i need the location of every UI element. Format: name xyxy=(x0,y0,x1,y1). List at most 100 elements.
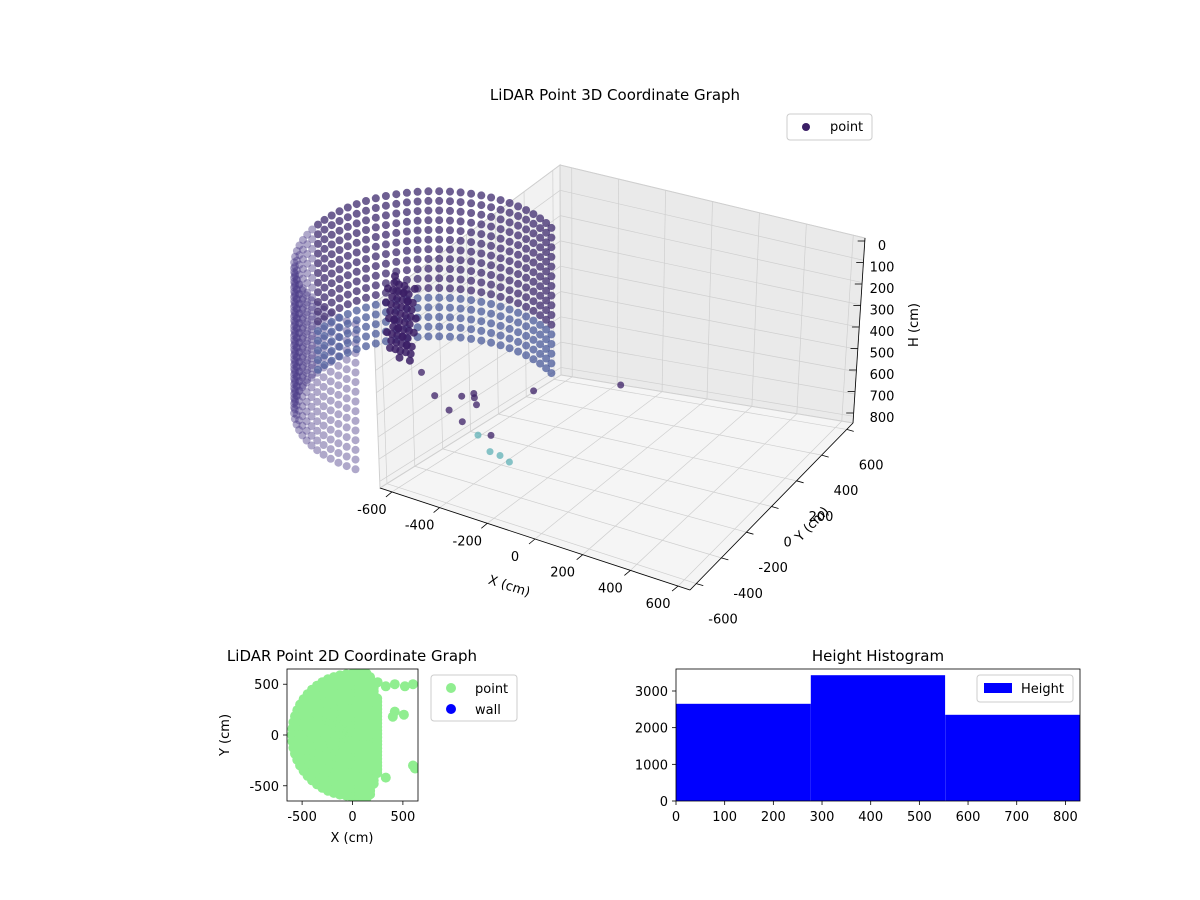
point-3d xyxy=(292,294,301,303)
point-3d xyxy=(299,332,307,341)
y-tick-label-hist: 1000 xyxy=(635,758,668,773)
point-3d xyxy=(536,320,545,329)
point-3d xyxy=(536,340,545,349)
point-3d xyxy=(298,431,307,440)
legend-3d-box xyxy=(786,113,873,141)
point-3d xyxy=(362,313,370,322)
z-axis-line xyxy=(852,237,866,424)
point-3d xyxy=(536,272,545,281)
grid-back-z xyxy=(560,316,857,373)
y-tick-label-3d: 0 xyxy=(784,536,792,551)
y-tick-label-3d: -400 xyxy=(733,587,763,602)
point-3d xyxy=(487,232,496,241)
chart-2d-title: LiDAR Point 2D Coordinate Graph xyxy=(227,647,477,665)
point-3d xyxy=(542,306,551,315)
point-3d xyxy=(392,199,401,208)
point-3d xyxy=(446,284,454,293)
point-3d xyxy=(290,364,299,373)
point-3d xyxy=(335,265,344,274)
grid-back-z xyxy=(560,189,864,261)
point-3d xyxy=(402,237,411,246)
point-3d xyxy=(456,188,465,197)
point-3d xyxy=(467,296,476,305)
point-3d xyxy=(496,283,505,292)
point-3d xyxy=(402,256,411,265)
chart-histogram: Height Histogram 0 100 200 300 400 500 600 700 8… xyxy=(635,647,1081,825)
point-3d xyxy=(292,391,301,400)
point-3d xyxy=(327,327,336,336)
point-3d xyxy=(362,245,370,254)
point-3d xyxy=(298,305,307,314)
point-3d xyxy=(290,316,299,325)
grid-back-z xyxy=(559,164,866,239)
point-3d xyxy=(290,258,299,267)
grid-left-z xyxy=(379,367,562,482)
point-3d xyxy=(335,323,344,332)
point-3d xyxy=(290,347,299,356)
y-tick-label-hist: 2000 xyxy=(635,722,668,737)
point-3d xyxy=(456,256,465,265)
point-3d xyxy=(303,317,312,326)
point-3d xyxy=(343,329,352,338)
point-3d xyxy=(536,301,545,310)
point-3d xyxy=(529,345,538,354)
point-3d xyxy=(542,335,551,344)
point-3d xyxy=(290,279,299,288)
point-3d xyxy=(320,312,329,321)
point-3d xyxy=(547,223,556,232)
point-3d xyxy=(291,397,300,406)
point-3d xyxy=(467,228,476,237)
point-3d xyxy=(514,260,523,269)
point-3d xyxy=(529,210,538,219)
point-3d xyxy=(292,392,301,401)
point-3d xyxy=(371,194,380,203)
point-3d xyxy=(307,354,316,363)
point-3d xyxy=(487,329,496,337)
point-3d xyxy=(308,361,317,369)
point-3d xyxy=(291,272,300,281)
point-3d xyxy=(413,226,422,235)
point-3d xyxy=(307,344,316,353)
point-3d xyxy=(298,392,307,401)
point-3d xyxy=(542,248,551,257)
point-3d xyxy=(547,349,556,358)
point-3d xyxy=(327,337,336,346)
point-3d xyxy=(290,283,299,292)
point-3d xyxy=(319,373,328,382)
point-3d xyxy=(308,254,317,263)
point-3d xyxy=(522,293,531,302)
point-3d xyxy=(381,192,390,200)
point-3d xyxy=(302,368,311,377)
point-3d xyxy=(295,377,304,385)
point-3d xyxy=(290,385,299,394)
y-tick-label-2d: 500 xyxy=(254,678,279,693)
point-3d xyxy=(295,260,304,269)
point-3d xyxy=(371,213,380,222)
point-3d xyxy=(290,273,299,282)
point-3d xyxy=(299,371,307,380)
point-3d xyxy=(536,214,545,223)
point-3d xyxy=(299,381,307,390)
point-3d xyxy=(505,266,514,275)
z-tick-label-3d: 800 xyxy=(870,411,895,426)
point-3d xyxy=(342,365,351,374)
x-tick-label-hist: 400 xyxy=(858,810,883,825)
point-3d xyxy=(435,284,444,292)
point-3d xyxy=(424,303,433,312)
point-3d xyxy=(335,294,344,303)
point-3d xyxy=(446,313,454,322)
point-3d xyxy=(302,436,311,445)
grid-floor-y xyxy=(470,431,772,507)
point-3d xyxy=(424,284,433,293)
point-3d xyxy=(298,295,307,304)
point-3d xyxy=(435,254,444,263)
point-3d xyxy=(314,278,322,287)
point-3d xyxy=(314,317,322,326)
point-3d xyxy=(391,345,400,354)
point-3d xyxy=(290,370,299,379)
point-3d xyxy=(299,294,307,303)
point-3d xyxy=(456,323,465,332)
point-3d xyxy=(487,222,496,231)
point-3d xyxy=(320,274,329,282)
point-3d xyxy=(403,297,412,306)
